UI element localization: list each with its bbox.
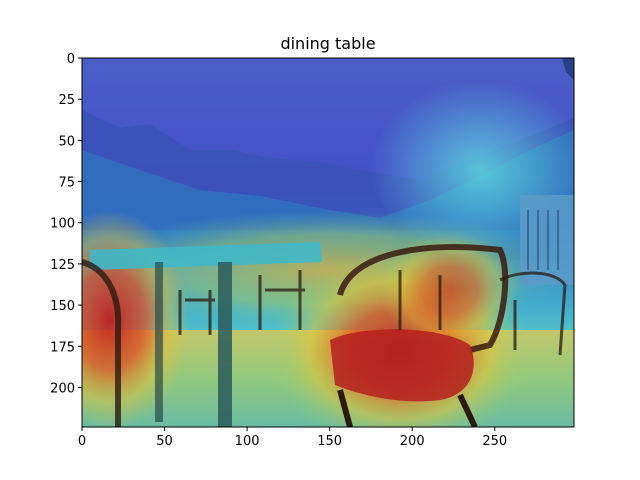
x-tick-label: 50 — [156, 434, 173, 449]
y-tick-label: 0 — [67, 52, 75, 67]
y-tick-label: 200 — [50, 381, 75, 396]
y-tick-label: 25 — [58, 93, 75, 108]
y-tick-label: 175 — [50, 340, 75, 355]
y-tick-label: 75 — [58, 176, 75, 191]
y-tick-label: 50 — [58, 134, 75, 149]
heatmap-image — [82, 58, 574, 427]
y-tick-label: 125 — [50, 258, 75, 273]
x-tick-label: 0 — [78, 434, 86, 449]
x-tick-label: 200 — [400, 434, 425, 449]
figure-title: dining table — [280, 34, 375, 53]
y-tick-label: 100 — [50, 217, 75, 232]
y-tick-label: 150 — [50, 299, 75, 314]
x-tick-label: 250 — [482, 434, 507, 449]
x-axis-ticks: 0 50 100 150 200 250 — [78, 427, 507, 449]
plot-frame — [81, 57, 575, 428]
x-tick-label: 150 — [317, 434, 342, 449]
y-axis-ticks: 0 25 50 75 100 125 150 175 200 — [50, 52, 82, 396]
x-tick-label: 100 — [235, 434, 260, 449]
